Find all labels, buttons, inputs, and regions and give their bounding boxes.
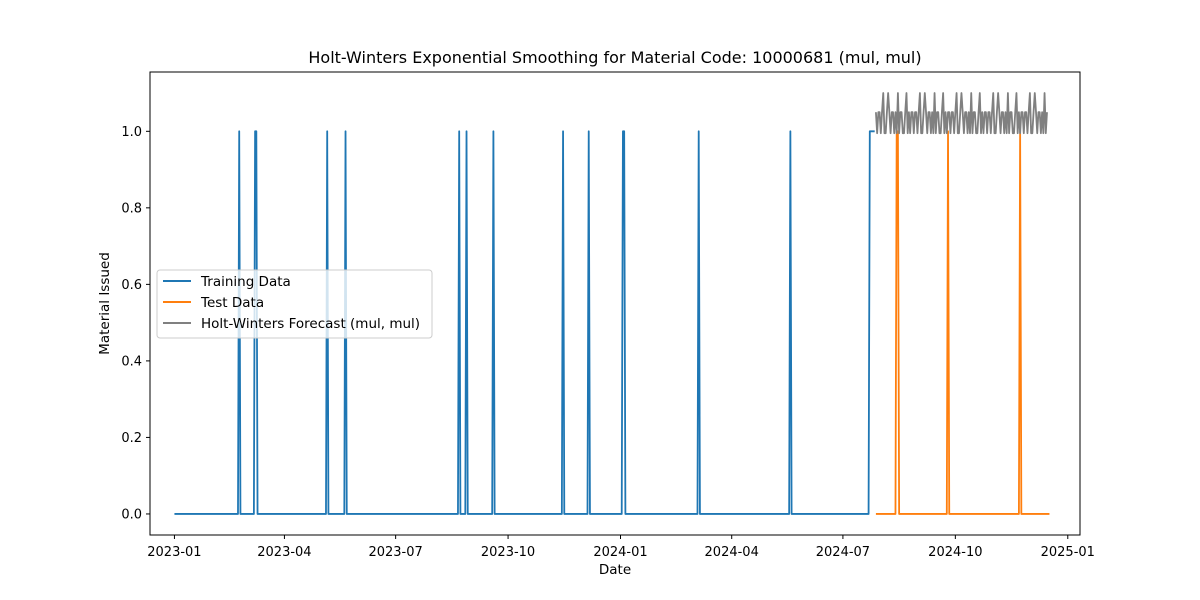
y-tick-label: 0.4 <box>121 354 142 369</box>
x-tick-label: 2024-01 <box>593 545 647 560</box>
y-tick-label: 0.2 <box>121 431 142 446</box>
y-axis: 0.0 0.2 0.4 0.6 0.8 1.0 <box>121 125 150 522</box>
legend-label-forecast: Holt-Winters Forecast (mul, mul) <box>201 316 420 332</box>
x-tick-label: 2025-01 <box>1041 545 1095 560</box>
y-axis-label: Material Issued <box>97 252 113 355</box>
x-tick-label: 2024-07 <box>816 545 870 560</box>
legend: Training Data Test Data Holt-Winters For… <box>156 269 433 339</box>
y-tick-label: 0.0 <box>121 507 142 522</box>
x-axis-label: Date <box>599 562 631 578</box>
series-training-data <box>174 130 875 515</box>
y-tick-label: 1.0 <box>121 125 142 140</box>
series-test-data <box>875 130 1050 515</box>
legend-label-training: Training Data <box>200 274 291 290</box>
x-tick-label: 2024-04 <box>705 545 759 560</box>
x-tick-label: 2023-04 <box>257 545 311 560</box>
x-tick-label: 2024-10 <box>928 545 982 560</box>
plot-frame <box>149 71 1081 536</box>
y-tick-label: 0.6 <box>121 278 142 293</box>
legend-frame <box>156 269 433 339</box>
series-layer <box>174 92 1050 515</box>
x-axis: 2023-01 2023-04 2023-07 2023-10 2024-01 2024-… <box>147 535 1095 560</box>
series-forecast <box>875 92 1048 135</box>
x-tick-label: 2023-10 <box>481 545 535 560</box>
plot-area <box>149 71 1081 536</box>
y-tick-label: 0.8 <box>121 201 142 216</box>
x-tick-label: 2023-01 <box>147 545 201 560</box>
x-tick-label: 2023-07 <box>368 545 422 560</box>
chart-title: Holt-Winters Exponential Smoothing for M… <box>308 48 921 67</box>
legend-label-test: Test Data <box>200 295 264 311</box>
